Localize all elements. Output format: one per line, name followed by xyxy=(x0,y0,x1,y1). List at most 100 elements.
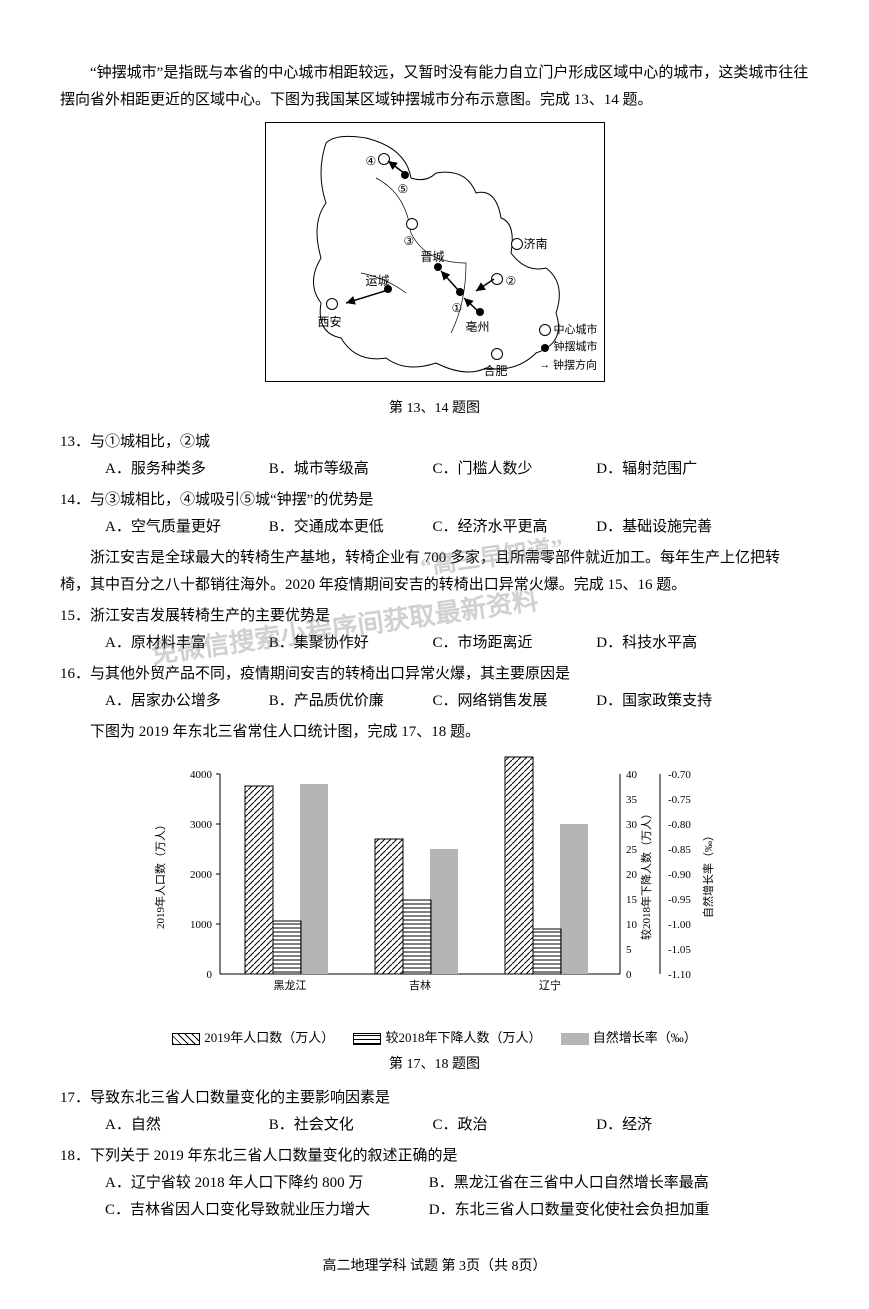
q18-a: A．辽宁省较 2018 年人口下降约 800 万 xyxy=(105,1170,425,1197)
svg-text:-0.95: -0.95 xyxy=(668,894,691,906)
svg-text:25: 25 xyxy=(626,844,638,856)
svg-text:较2018年下降人数（万人）: 较2018年下降人数（万人） xyxy=(639,808,653,940)
q17-stem: 17．导致东北三省人口数量变化的主要影响因素是 xyxy=(60,1085,809,1112)
question-18: 18．下列关于 2019 年东北三省人口数量变化的叙述正确的是 A．辽宁省较 2… xyxy=(60,1143,809,1224)
legend-pendulum: 钟摆城市 xyxy=(554,341,598,353)
q14-b: B．交通成本更低 xyxy=(269,514,429,541)
q13-stem: 13．与①城相比，②城 xyxy=(60,429,809,456)
svg-text:0: 0 xyxy=(206,969,212,981)
svg-text:-0.85: -0.85 xyxy=(668,844,691,856)
q16-stem: 16．与其他外贸产品不同，疫情期间安吉的转椅出口异常火爆，其主要原因是 xyxy=(60,661,809,688)
svg-text:1000: 1000 xyxy=(190,919,213,931)
city-circle-3 xyxy=(406,218,418,230)
map-box: ④ ③ ② 济南 西安 合肥 ⑤ 晋城 运城 ① 亳州 xyxy=(265,122,605,382)
question-17: 17．导致东北三省人口数量变化的主要影响因素是 A．自然 B．社会文化 C．政治… xyxy=(60,1085,809,1139)
q16-a: A．居家办公增多 xyxy=(105,688,265,715)
city-dot-bozhou xyxy=(476,308,484,316)
q17-d: D．经济 xyxy=(596,1112,756,1139)
svg-text:-0.90: -0.90 xyxy=(668,869,691,881)
svg-text:-1.05: -1.05 xyxy=(668,944,691,956)
legend-center: 中心城市 xyxy=(554,324,598,336)
q16-b: B．产品质优价廉 xyxy=(269,688,429,715)
svg-text:-0.75: -0.75 xyxy=(668,794,691,806)
svg-text:2000: 2000 xyxy=(190,869,213,881)
question-16: 16．与其他外贸产品不同，疫情期间安吉的转椅出口异常火爆，其主要原因是 A．居家… xyxy=(60,661,809,715)
q17-b: B．社会文化 xyxy=(269,1112,429,1139)
chart-box: 0 1000 2000 3000 4000 0 5 10 15 20 25 30… xyxy=(140,754,730,1014)
q16-d: D．国家政策支持 xyxy=(596,688,756,715)
svg-text:吉林: 吉林 xyxy=(409,978,431,992)
svg-text:35: 35 xyxy=(626,794,638,806)
label-c2: ② xyxy=(506,271,517,293)
svg-text:5: 5 xyxy=(626,944,632,956)
city-dot-5 xyxy=(401,171,409,179)
q14-c: C．经济水平更高 xyxy=(433,514,593,541)
q14-d: D．基础设施完善 xyxy=(596,514,756,541)
question-13: 13．与①城相比，②城 A．服务种类多 B．城市等级高 C．门槛人数少 D．辐射… xyxy=(60,429,809,483)
q18-d: D．东北三省人口数量变化使社会负担加重 xyxy=(429,1197,749,1224)
q15-b: B．集聚协作好 xyxy=(269,630,429,657)
q16-c: C．网络销售发展 xyxy=(433,688,593,715)
q13-d: D．辐射范围广 xyxy=(596,456,756,483)
label-c3: ③ xyxy=(404,231,415,253)
svg-text:4000: 4000 xyxy=(190,769,213,781)
map-figure: ④ ③ ② 济南 西安 合肥 ⑤ 晋城 运城 ① 亳州 xyxy=(60,122,809,421)
q15-d: D．科技水平高 xyxy=(596,630,756,657)
q18-b: B．黑龙江省在三省中人口自然增长率最高 xyxy=(429,1170,749,1197)
label-jincheng: 晋城 xyxy=(421,247,445,269)
svg-text:自然增长率（‰）: 自然增长率（‰） xyxy=(701,830,715,918)
svg-text:3000: 3000 xyxy=(190,819,213,831)
passage-2: 浙江安吉是全球最大的转椅生产基地，转椅企业有 700 多家，且所需零部件就近加工… xyxy=(60,545,809,599)
svg-text:40: 40 xyxy=(626,769,638,781)
page-footer: 高二地理学科 试题 第 3页（共 8页） xyxy=(60,1254,809,1279)
q17-c: C．政治 xyxy=(433,1112,593,1139)
q15-c: C．市场距离近 xyxy=(433,630,593,657)
svg-text:辽宁: 辽宁 xyxy=(539,978,561,992)
city-circle-xian xyxy=(326,298,338,310)
label-hefei: 合肥 xyxy=(484,361,508,383)
q15-a: A．原材料丰富 xyxy=(105,630,265,657)
chart-caption: 第 17、18 题图 xyxy=(60,1052,809,1077)
q15-stem: 15．浙江安吉发展转椅生产的主要优势是 xyxy=(60,603,809,630)
q13-c: C．门槛人数少 xyxy=(433,456,593,483)
chart-svg: 0 1000 2000 3000 4000 0 5 10 15 20 25 30… xyxy=(140,754,730,1014)
label-xian: 西安 xyxy=(318,312,342,334)
label-c4: ④ xyxy=(366,151,377,173)
legend-decline: 较2018年下降人数（万人） xyxy=(385,1030,541,1045)
q14-a: A．空气质量更好 xyxy=(105,514,265,541)
svg-text:30: 30 xyxy=(626,819,638,831)
svg-text:-1.10: -1.10 xyxy=(668,969,691,981)
label-bozhou: 亳州 xyxy=(466,317,490,339)
city-circle-hefei xyxy=(491,348,503,360)
svg-text:10: 10 xyxy=(626,919,638,931)
q14-stem: 14．与③城相比，④城吸引⑤城“钟摆”的优势是 xyxy=(60,487,809,514)
question-15: 15．浙江安吉发展转椅生产的主要优势是 A．原材料丰富 B．集聚协作好 C．市场… xyxy=(60,603,809,657)
map-legend: 中心城市 钟摆城市 → 钟摆方向 xyxy=(539,322,598,375)
svg-text:15: 15 xyxy=(626,894,638,906)
legend-growth: 自然增长率（‰） xyxy=(593,1030,697,1045)
q18-c: C．吉林省因人口变化导致就业压力增大 xyxy=(105,1197,425,1224)
svg-text:-0.70: -0.70 xyxy=(668,769,691,781)
svg-text:-0.80: -0.80 xyxy=(668,819,691,831)
svg-text:0: 0 xyxy=(626,969,632,981)
label-c5: ⑤ xyxy=(398,179,409,201)
label-jinan: 济南 xyxy=(524,234,548,256)
city-circle-4 xyxy=(378,153,390,165)
passage-3: 下图为 2019 年东北三省常住人口统计图，完成 17、18 题。 xyxy=(60,719,809,746)
chart-legend: 2019年人口数（万人） 较2018年下降人数（万人） 自然增长率（‰） xyxy=(60,1026,809,1049)
chart-figure: 0 1000 2000 3000 4000 0 5 10 15 20 25 30… xyxy=(60,754,809,1077)
city-circle-jinan xyxy=(511,238,523,250)
legend-pop: 2019年人口数（万人） xyxy=(204,1030,334,1045)
q13-b: B．城市等级高 xyxy=(269,456,429,483)
q17-a: A．自然 xyxy=(105,1112,265,1139)
city-dot-1 xyxy=(456,288,464,296)
label-yuncheng: 运城 xyxy=(366,271,390,293)
svg-text:2019年人口数（万人）: 2019年人口数（万人） xyxy=(153,819,167,929)
question-14: 14．与③城相比，④城吸引⑤城“钟摆”的优势是 A．空气质量更好 B．交通成本更… xyxy=(60,487,809,541)
svg-text:-1.00: -1.00 xyxy=(668,919,691,931)
city-circle-2 xyxy=(491,273,503,285)
map-caption: 第 13、14 题图 xyxy=(60,396,809,421)
intro-paragraph: “钟摆城市”是指既与本省的中心城市相距较远，又暂时没有能力自立门户形成区域中心的… xyxy=(60,60,809,114)
q18-stem: 18．下列关于 2019 年东北三省人口数量变化的叙述正确的是 xyxy=(60,1143,809,1170)
svg-text:黑龙江: 黑龙江 xyxy=(273,979,306,992)
